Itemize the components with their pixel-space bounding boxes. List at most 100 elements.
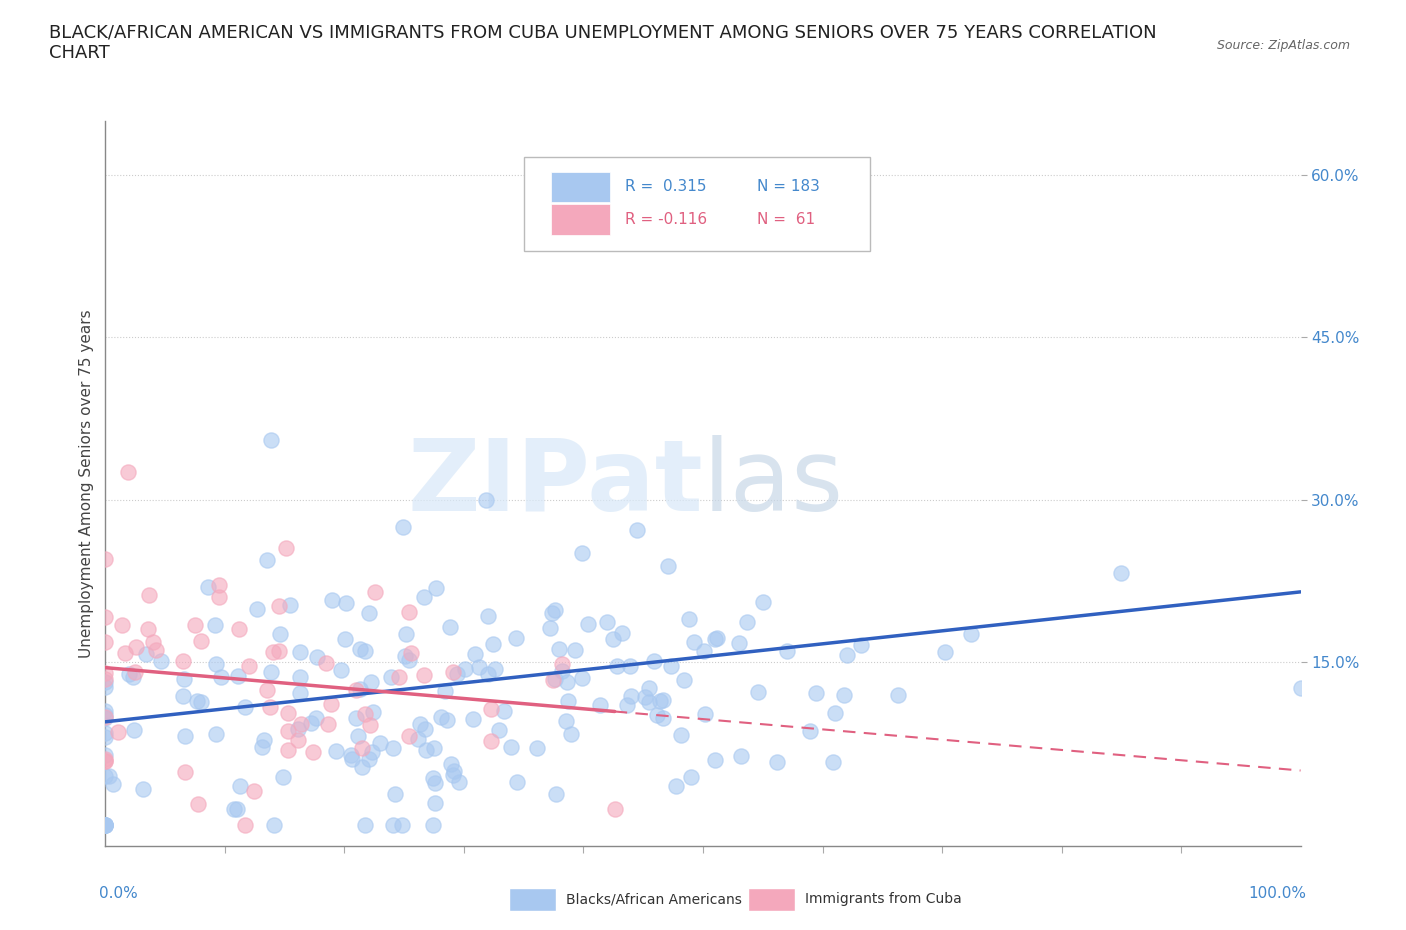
Text: las: las bbox=[703, 435, 844, 532]
Point bbox=[94, 753, 117, 768]
Point bbox=[543, 671, 565, 686]
Point bbox=[110, 618, 132, 632]
Point bbox=[835, 647, 858, 662]
Point bbox=[94, 817, 117, 832]
Point bbox=[832, 687, 855, 702]
Point bbox=[413, 667, 436, 682]
Point bbox=[94, 817, 117, 832]
Point bbox=[728, 636, 751, 651]
Point bbox=[287, 722, 309, 737]
Point bbox=[259, 664, 281, 679]
Point bbox=[678, 611, 700, 626]
Point bbox=[425, 580, 447, 595]
Point bbox=[651, 711, 673, 725]
Point bbox=[648, 694, 671, 709]
Point bbox=[94, 751, 117, 766]
Point bbox=[506, 775, 529, 790]
Point bbox=[209, 670, 232, 684]
Point bbox=[544, 603, 567, 618]
Point bbox=[1111, 565, 1133, 580]
FancyBboxPatch shape bbox=[551, 172, 610, 202]
Point bbox=[142, 634, 165, 649]
Point bbox=[461, 711, 484, 726]
Point bbox=[94, 753, 117, 768]
Point bbox=[479, 701, 502, 716]
Point bbox=[252, 733, 274, 748]
Point bbox=[464, 647, 486, 662]
Point bbox=[205, 726, 228, 741]
Point bbox=[288, 644, 311, 659]
Point bbox=[205, 657, 228, 671]
Point bbox=[94, 768, 117, 783]
Text: N = 183: N = 183 bbox=[756, 179, 820, 194]
Point bbox=[382, 817, 405, 832]
Point bbox=[505, 631, 527, 645]
Point bbox=[422, 817, 444, 832]
Point bbox=[602, 631, 624, 646]
Point bbox=[381, 740, 404, 755]
Point bbox=[184, 618, 207, 632]
Point bbox=[259, 700, 281, 715]
Point bbox=[267, 598, 290, 613]
Point bbox=[477, 666, 499, 681]
Point bbox=[560, 726, 582, 741]
Point bbox=[246, 602, 269, 617]
Point bbox=[564, 643, 586, 658]
Point bbox=[228, 622, 250, 637]
Point bbox=[94, 725, 117, 740]
FancyBboxPatch shape bbox=[551, 205, 610, 234]
Point bbox=[557, 694, 579, 709]
Point bbox=[643, 654, 665, 669]
Point bbox=[551, 657, 574, 671]
Point bbox=[637, 695, 659, 710]
Point bbox=[479, 734, 502, 749]
Point bbox=[226, 802, 249, 817]
Point bbox=[94, 680, 117, 695]
Point bbox=[776, 644, 799, 658]
Point bbox=[571, 671, 593, 685]
Point bbox=[541, 605, 564, 620]
Point bbox=[190, 695, 212, 710]
Point bbox=[347, 728, 370, 743]
Point bbox=[544, 787, 567, 802]
Point bbox=[290, 685, 312, 700]
Text: R =  0.315: R = 0.315 bbox=[626, 179, 707, 194]
Point bbox=[526, 741, 548, 756]
Point bbox=[659, 658, 682, 673]
Point bbox=[446, 667, 468, 682]
Point bbox=[94, 817, 117, 832]
Point bbox=[626, 523, 648, 538]
Text: Source: ZipAtlas.com: Source: ZipAtlas.com bbox=[1216, 39, 1350, 52]
Point bbox=[398, 604, 420, 619]
Point bbox=[204, 618, 226, 632]
Point bbox=[305, 649, 328, 664]
Point bbox=[959, 626, 981, 641]
FancyBboxPatch shape bbox=[509, 887, 555, 910]
Point bbox=[652, 693, 675, 708]
Point bbox=[229, 778, 252, 793]
Point bbox=[499, 740, 522, 755]
Point bbox=[262, 644, 284, 659]
Point bbox=[299, 715, 322, 730]
Point bbox=[449, 775, 471, 790]
Point bbox=[94, 704, 117, 719]
Point bbox=[406, 731, 429, 746]
Y-axis label: Unemployment Among Seniors over 75 years: Unemployment Among Seniors over 75 years bbox=[79, 310, 94, 658]
Point bbox=[354, 707, 377, 722]
Point bbox=[242, 784, 264, 799]
Point bbox=[415, 743, 437, 758]
Point bbox=[554, 713, 576, 728]
Point bbox=[316, 717, 339, 732]
Point bbox=[413, 590, 436, 604]
Text: R = -0.116: R = -0.116 bbox=[626, 212, 707, 227]
Point bbox=[339, 748, 361, 763]
Point bbox=[429, 710, 451, 724]
Point bbox=[94, 817, 117, 832]
Point bbox=[290, 670, 312, 684]
Point bbox=[342, 751, 364, 766]
Point bbox=[325, 744, 347, 759]
Point bbox=[443, 764, 465, 778]
Point bbox=[138, 587, 160, 602]
Point bbox=[422, 740, 444, 755]
Point bbox=[290, 716, 312, 731]
